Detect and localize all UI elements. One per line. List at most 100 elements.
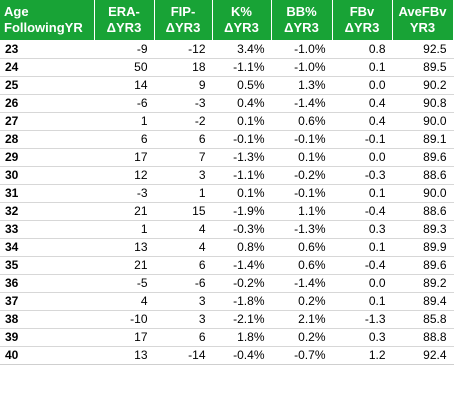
cell-bb: -1.0%: [271, 58, 333, 77]
cell-avefbv: 92.4: [392, 346, 454, 365]
cell-bb: -1.0%: [271, 40, 333, 59]
cell-k: -1.4%: [212, 256, 272, 275]
cell-k: -2.1%: [212, 310, 272, 329]
cell-bb: 0.1%: [271, 148, 333, 167]
cell-fip: 6: [154, 130, 213, 149]
table-row: 25 14 9 0.5% 1.3% 0.0 90.2: [0, 76, 454, 95]
header-k-line1: K%: [231, 4, 252, 19]
cell-bb: 0.2%: [271, 292, 333, 311]
cell-age: 29: [0, 148, 95, 167]
table-body: 23 -9 -12 3.4% -1.0% 0.8 92.5 24 50 18 -1.1% -1.0% 0…: [0, 40, 454, 365]
cell-fip: 3: [154, 310, 213, 329]
cell-bb: 2.1%: [271, 310, 333, 329]
cell-fbv: 0.8: [332, 40, 393, 59]
cell-k: -1.9%: [212, 202, 272, 221]
cell-avefbv: 89.3: [392, 220, 454, 239]
table-row: 26 -6 -3 0.4% -1.4% 0.4 90.8: [0, 94, 454, 113]
cell-fip: -6: [154, 274, 213, 293]
cell-k: -1.1%: [212, 58, 272, 77]
table-row: 27 1 -2 0.1% 0.6% 0.4 90.0: [0, 112, 454, 131]
table-row: 23 -9 -12 3.4% -1.0% 0.8 92.5: [0, 40, 454, 59]
cell-fip: 3: [154, 166, 213, 185]
cell-bb: 0.6%: [271, 256, 333, 275]
cell-fbv: 0.0: [332, 274, 393, 293]
cell-era: -3: [94, 184, 155, 203]
cell-bb: -0.1%: [271, 184, 333, 203]
cell-fbv: 0.4: [332, 112, 393, 131]
header-era-line1: ERA-: [108, 4, 140, 19]
cell-fbv: 0.1: [332, 58, 393, 77]
cell-k: 0.4%: [212, 94, 272, 113]
cell-bb: 0.6%: [271, 238, 333, 257]
cell-fip: -3: [154, 94, 213, 113]
cell-age: 40: [0, 346, 95, 365]
cell-age: 25: [0, 76, 95, 95]
cell-fip: -12: [154, 40, 213, 59]
cell-k: -1.8%: [212, 292, 272, 311]
cell-bb: -1.3%: [271, 220, 333, 239]
table-row: 38 -10 3 -2.1% 2.1% -1.3 85.8: [0, 310, 454, 329]
cell-k: 0.8%: [212, 238, 272, 257]
cell-fip: 18: [154, 58, 213, 77]
cell-fbv: -0.4: [332, 202, 393, 221]
cell-avefbv: 88.8: [392, 328, 454, 347]
cell-fip: 4: [154, 220, 213, 239]
cell-k: -0.2%: [212, 274, 272, 293]
table-row: 35 21 6 -1.4% 0.6% -0.4 89.6: [0, 256, 454, 275]
header-era: ERA- ΔYR3: [94, 0, 155, 41]
table-row: 36 -5 -6 -0.2% -1.4% 0.0 89.2: [0, 274, 454, 293]
cell-age: 24: [0, 58, 95, 77]
cell-fip: 3: [154, 292, 213, 311]
cell-avefbv: 90.0: [392, 184, 454, 203]
table-row: 34 13 4 0.8% 0.6% 0.1 89.9: [0, 238, 454, 257]
header-fip: FIP- ΔYR3: [154, 0, 213, 41]
cell-era: 12: [94, 166, 155, 185]
cell-age: 27: [0, 112, 95, 131]
cell-fip: -2: [154, 112, 213, 131]
header-avefbv-line2: YR3: [409, 20, 436, 35]
cell-era: 14: [94, 76, 155, 95]
cell-fbv: 0.1: [332, 184, 393, 203]
cell-fbv: 1.2: [332, 346, 393, 365]
cell-avefbv: 88.6: [392, 166, 454, 185]
header-era-line2: ΔYR3: [106, 20, 142, 35]
cell-bb: -1.4%: [271, 274, 333, 293]
cell-age: 26: [0, 94, 95, 113]
cell-avefbv: 89.1: [392, 130, 454, 149]
header-fbv: FBv ΔYR3: [332, 0, 393, 41]
cell-fbv: -0.4: [332, 256, 393, 275]
table-row: 30 12 3 -1.1% -0.2% -0.3 88.6: [0, 166, 454, 185]
table-row: 32 21 15 -1.9% 1.1% -0.4 88.6: [0, 202, 454, 221]
cell-fip: 9: [154, 76, 213, 95]
header-age-line1: Age: [4, 4, 29, 19]
cell-era: 17: [94, 148, 155, 167]
header-bb-line1: BB%: [286, 4, 317, 19]
cell-era: 21: [94, 256, 155, 275]
cell-fip: 4: [154, 238, 213, 257]
cell-avefbv: 89.4: [392, 292, 454, 311]
header-avefbv: AveFBv YR3: [392, 0, 454, 41]
cell-bb: -1.4%: [271, 94, 333, 113]
cell-fbv: 0.4: [332, 94, 393, 113]
cell-fbv: 0.3: [332, 220, 393, 239]
cell-k: -0.4%: [212, 346, 272, 365]
cell-bb: 0.2%: [271, 328, 333, 347]
header-fip-line1: FIP-: [170, 4, 196, 19]
cell-era: 6: [94, 130, 155, 149]
cell-avefbv: 89.6: [392, 148, 454, 167]
header-row: Age FollowingYR ERA- ΔYR3 FIP- ΔYR3 K% Δ…: [0, 0, 454, 41]
cell-avefbv: 89.5: [392, 58, 454, 77]
cell-avefbv: 90.2: [392, 76, 454, 95]
cell-bb: 1.3%: [271, 76, 333, 95]
cell-age: 39: [0, 328, 95, 347]
cell-avefbv: 89.2: [392, 274, 454, 293]
cell-era: 17: [94, 328, 155, 347]
cell-fbv: -1.3: [332, 310, 393, 329]
cell-fbv: 0.3: [332, 328, 393, 347]
cell-age: 33: [0, 220, 95, 239]
cell-bb: -0.7%: [271, 346, 333, 365]
cell-age: 31: [0, 184, 95, 203]
cell-avefbv: 89.9: [392, 238, 454, 257]
header-bb-line2: ΔYR3: [284, 20, 319, 35]
cell-fip: 15: [154, 202, 213, 221]
